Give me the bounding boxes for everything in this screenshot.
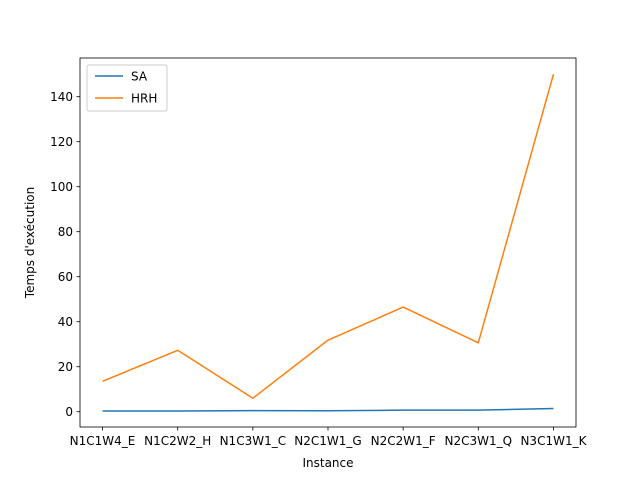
y-tick-label: 100	[50, 180, 73, 194]
plot-frame	[79, 57, 577, 428]
x-tick-label: N3C1W1_K	[520, 434, 587, 448]
x-tick-label: N1C2W2_H	[144, 434, 211, 448]
y-tick-label: 20	[58, 360, 73, 374]
x-tick-label: N2C3W1_Q	[445, 434, 513, 448]
x-tick-label: N2C1W1_G	[294, 434, 361, 448]
x-axis-title: Instance	[302, 456, 353, 470]
y-axis-title: Temps d'exécution	[23, 187, 37, 299]
legend: SA HRH	[86, 64, 168, 112]
y-tick-label: 80	[58, 225, 73, 239]
series-lines	[102, 73, 555, 412]
y-tick-label: 40	[58, 315, 73, 329]
series-line-sa	[102, 407, 554, 412]
y-tick-label: 0	[65, 405, 73, 419]
y-tick-label: 140	[50, 90, 73, 104]
y-tick-label: 120	[50, 135, 73, 149]
series-line-hrh	[102, 73, 555, 399]
legend-label-sa: SA	[131, 70, 148, 84]
x-tick-label: N2C2W1_F	[371, 434, 436, 448]
legend-label-hrh: HRH	[131, 92, 157, 106]
x-axis-ticks: N1C1W4_E N1C2W2_H N1C3W1_C N2C1W1_G N2C2W1_F…	[70, 427, 588, 448]
y-tick-label: 60	[58, 270, 73, 284]
y-axis-ticks: 0 20 40 60 80 100 120 140	[50, 90, 80, 419]
x-tick-label: N1C1W4_E	[70, 434, 136, 448]
x-tick-label: N1C3W1_C	[220, 434, 287, 448]
